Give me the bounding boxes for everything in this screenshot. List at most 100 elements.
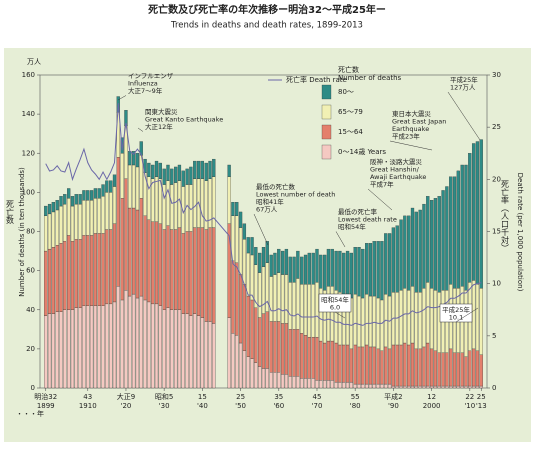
bar-segment xyxy=(342,344,346,383)
bar-segment xyxy=(292,376,296,389)
bar-segment xyxy=(151,164,155,179)
bar-segment xyxy=(403,342,407,387)
annotation: 127万人 xyxy=(450,84,476,92)
y-tick-label: 80 xyxy=(26,228,35,236)
bar-segment xyxy=(82,235,86,306)
bar-segment xyxy=(452,176,457,289)
legend-label: 80～ xyxy=(338,88,354,96)
bar-segment xyxy=(365,293,369,346)
bar-segment xyxy=(120,198,124,301)
annotation: インフルエンザ xyxy=(128,72,174,80)
bar-segment xyxy=(193,227,197,314)
bar-segment xyxy=(380,350,384,385)
bar-segment xyxy=(429,385,434,389)
bar-segment xyxy=(235,215,239,263)
bar-segment xyxy=(208,160,212,179)
bar-segment xyxy=(365,243,369,295)
bar-segment xyxy=(250,254,254,301)
bar-segment xyxy=(128,207,132,297)
bar-segment xyxy=(47,248,52,314)
bar-segment xyxy=(63,309,67,389)
bar-segment xyxy=(67,188,71,199)
bar-segment xyxy=(334,250,338,291)
bar-segment xyxy=(185,168,189,185)
bar-segment xyxy=(86,200,90,236)
x-tick-label: 15 xyxy=(198,393,207,401)
bar-segment xyxy=(345,344,350,383)
bar-segment xyxy=(158,162,162,179)
bar-segment xyxy=(181,170,185,187)
bar-segment xyxy=(471,348,476,387)
bar-segment xyxy=(471,280,476,350)
bar-segment xyxy=(74,307,78,389)
bar-segment xyxy=(200,227,205,318)
bar-segment xyxy=(399,344,403,387)
bar-segment xyxy=(200,160,205,179)
bar-segment xyxy=(368,243,373,297)
x-tick-label: '10 xyxy=(464,402,475,410)
y-tick-label: 0 xyxy=(31,384,35,392)
bar-segment xyxy=(372,295,376,348)
y-unit: 万人 xyxy=(27,58,41,66)
bar-segment xyxy=(128,295,132,389)
y2-label: Death rate (per 1,000 population) xyxy=(516,173,524,292)
bar-segment xyxy=(269,321,273,373)
bar-segment xyxy=(376,348,380,385)
bar-segment xyxy=(120,153,124,199)
bar-segment xyxy=(55,311,59,389)
bar-segment xyxy=(151,303,155,389)
bar-segment xyxy=(338,250,342,293)
y2-tick-label: 30 xyxy=(492,71,501,79)
bar-segment xyxy=(177,309,182,389)
bar-segment xyxy=(357,295,361,348)
bar-segment xyxy=(407,290,411,346)
bar-segment xyxy=(273,372,277,389)
bar-segment xyxy=(51,202,56,213)
bar-segment xyxy=(422,288,426,348)
legend-label: 65～79 xyxy=(338,108,363,116)
bar-segment xyxy=(372,241,376,297)
bar-segment xyxy=(456,352,460,387)
bar-segment xyxy=(433,350,438,387)
legend-swatch xyxy=(321,84,332,100)
legend-label: 死亡率 Death rate xyxy=(286,75,347,84)
bar-segment xyxy=(433,290,438,351)
bar-segment xyxy=(147,162,151,177)
bar-segment xyxy=(280,274,285,324)
bar-segment xyxy=(475,141,480,285)
bar-segment xyxy=(429,288,434,350)
bar-segment xyxy=(139,198,143,297)
bar-segment xyxy=(479,139,483,289)
bar-segment xyxy=(250,237,254,256)
bar-segment xyxy=(399,219,403,291)
x-tick-label: 2000 xyxy=(423,402,441,410)
bar-segment xyxy=(116,286,120,389)
bar-segment xyxy=(162,309,166,389)
bar-segment xyxy=(380,383,384,389)
x-tick-label: 35 xyxy=(274,393,283,401)
bar-segment xyxy=(47,203,52,215)
bar-segment xyxy=(151,178,155,222)
bar-segment xyxy=(410,342,415,387)
bar-segment xyxy=(78,203,82,240)
bar-segment xyxy=(407,215,411,291)
bar-segment xyxy=(196,315,201,389)
bar-segment xyxy=(349,348,354,383)
bar-segment xyxy=(311,252,315,285)
annotation: Great Kanto Earthquake xyxy=(145,116,223,124)
annotation-arrow xyxy=(334,311,346,319)
bar-segment xyxy=(311,284,315,338)
bar-segment xyxy=(105,229,109,305)
bar-segment xyxy=(89,305,94,389)
bar-segment xyxy=(158,305,162,389)
bar-segment xyxy=(277,372,281,389)
bar-segment xyxy=(410,385,415,389)
bar-segment xyxy=(109,180,113,193)
bar-segment xyxy=(212,227,216,324)
rate-line xyxy=(45,103,482,326)
bar-segment xyxy=(380,299,384,351)
bar-segment xyxy=(296,376,300,389)
bar-segment xyxy=(280,374,285,389)
bar-segment xyxy=(399,385,403,389)
annotation-arrow xyxy=(137,127,144,132)
